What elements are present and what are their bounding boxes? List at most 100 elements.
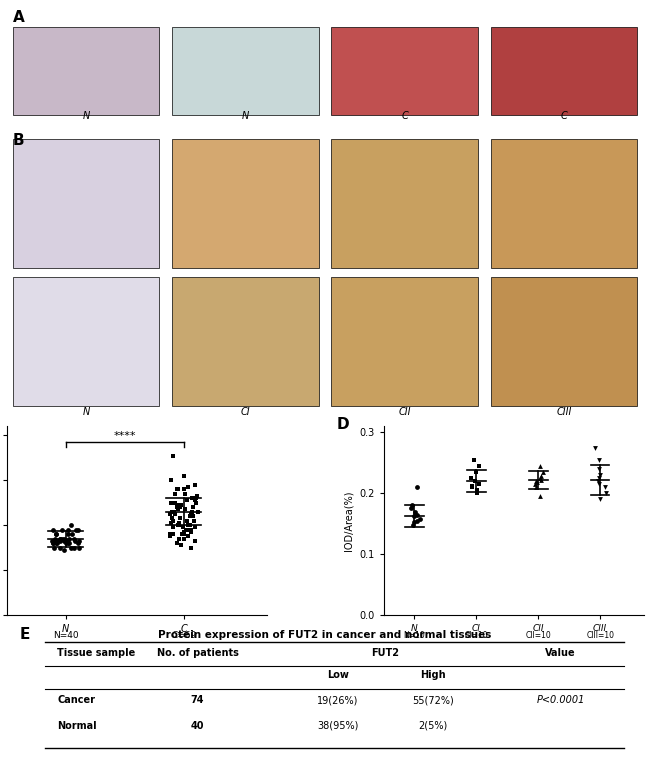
- Point: [474, 478, 484, 490]
- Point: [538, 466, 548, 478]
- Text: 2(5%): 2(5%): [419, 721, 448, 731]
- Point: [601, 487, 611, 500]
- Point: [174, 483, 184, 496]
- Point: [47, 535, 57, 547]
- Point: [595, 469, 605, 482]
- Point: [167, 496, 177, 509]
- Point: [164, 507, 175, 520]
- Point: [600, 481, 610, 493]
- Point: [594, 472, 604, 485]
- Text: N: N: [83, 111, 90, 121]
- Point: [408, 510, 419, 522]
- Point: [52, 537, 62, 550]
- Point: [593, 474, 603, 487]
- Point: [61, 537, 72, 550]
- Point: [180, 503, 190, 516]
- Point: [187, 507, 197, 520]
- Point: [58, 535, 69, 547]
- Point: [168, 505, 179, 518]
- FancyBboxPatch shape: [332, 139, 478, 268]
- Point: [179, 528, 190, 540]
- Point: [594, 453, 604, 466]
- Point: [51, 537, 62, 550]
- Point: [471, 484, 482, 496]
- Point: [57, 523, 67, 536]
- Point: [52, 535, 62, 547]
- Point: [185, 510, 196, 522]
- Point: [185, 519, 196, 532]
- Point: [172, 483, 182, 496]
- Point: [176, 539, 187, 551]
- Text: No. of patients: No. of patients: [157, 648, 239, 659]
- Point: [165, 528, 176, 540]
- Point: [185, 510, 195, 522]
- Point: [175, 512, 185, 525]
- Point: [535, 490, 545, 503]
- Point: [165, 474, 176, 486]
- Text: Cancer: Cancer: [57, 695, 96, 705]
- Point: [179, 483, 190, 496]
- Text: P<0.0001: P<0.0001: [536, 695, 585, 705]
- Point: [180, 523, 190, 536]
- Point: [51, 535, 62, 547]
- Text: CI=10: CI=10: [465, 631, 488, 640]
- Point: [59, 532, 70, 545]
- Point: [471, 487, 482, 500]
- Point: [186, 541, 196, 554]
- Point: [180, 488, 190, 500]
- Point: [190, 496, 201, 509]
- Text: C: C: [401, 111, 408, 121]
- Point: [183, 530, 193, 543]
- Text: Normal: Normal: [57, 721, 97, 731]
- Text: CIII=10: CIII=10: [586, 631, 614, 640]
- Point: [182, 514, 192, 527]
- Text: C: C: [560, 111, 567, 121]
- Point: [55, 541, 65, 554]
- Point: [179, 532, 189, 545]
- Point: [64, 537, 74, 550]
- Text: Low: Low: [327, 669, 348, 680]
- Point: [189, 514, 200, 527]
- Point: [530, 478, 540, 490]
- Text: High: High: [421, 669, 446, 680]
- Text: 74: 74: [191, 695, 204, 705]
- Point: [192, 489, 202, 502]
- Point: [47, 537, 58, 550]
- Text: 55(72%): 55(72%): [412, 695, 454, 705]
- Point: [73, 541, 84, 554]
- Point: [166, 512, 177, 525]
- Point: [176, 499, 186, 511]
- Text: ****: ****: [114, 431, 136, 441]
- Point: [172, 501, 183, 514]
- Point: [174, 501, 185, 514]
- FancyBboxPatch shape: [332, 27, 478, 115]
- Point: [172, 537, 182, 550]
- Point: [170, 507, 181, 520]
- Point: [174, 499, 184, 511]
- Point: [166, 505, 177, 518]
- Text: 40: 40: [191, 721, 204, 731]
- Point: [165, 530, 176, 543]
- Point: [67, 528, 77, 540]
- Text: N=40: N=40: [53, 631, 79, 640]
- Point: [177, 528, 187, 540]
- Point: [178, 521, 188, 534]
- Point: [467, 481, 478, 493]
- FancyBboxPatch shape: [172, 276, 318, 406]
- Point: [168, 514, 178, 527]
- Text: N=10: N=10: [404, 631, 425, 640]
- Point: [73, 523, 84, 536]
- Text: E: E: [20, 627, 30, 642]
- Point: [71, 523, 81, 536]
- Point: [168, 528, 178, 540]
- Point: [63, 523, 73, 536]
- Point: [407, 500, 417, 512]
- Text: 38(95%): 38(95%): [317, 721, 358, 731]
- Point: [192, 505, 203, 518]
- Point: [68, 532, 79, 545]
- Point: [172, 503, 183, 516]
- Point: [63, 537, 73, 550]
- Point: [411, 481, 422, 493]
- Y-axis label: IOD/Area(%): IOD/Area(%): [344, 490, 354, 551]
- Point: [190, 535, 201, 547]
